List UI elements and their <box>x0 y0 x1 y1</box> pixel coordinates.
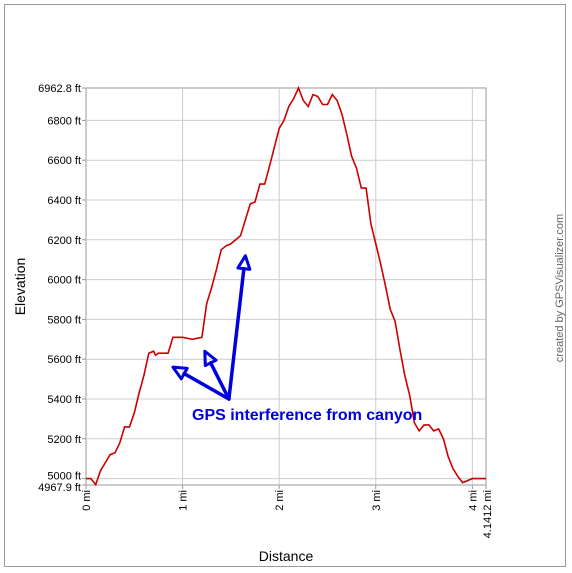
y-tick-label: 4967.9 ft <box>38 482 81 494</box>
y-tick-label: 5000 ft <box>47 471 81 483</box>
y-tick-label: 6200 ft <box>47 235 81 247</box>
y-tick-label: 5200 ft <box>47 434 81 446</box>
x-axis-title: Distance <box>259 548 314 564</box>
y-tick-label: 6800 ft <box>47 115 81 127</box>
y-tick-label: 6000 ft <box>47 275 81 287</box>
grid-lines <box>82 87 487 489</box>
y-axis-title: Elevation <box>12 258 28 316</box>
y-tick-label: 6400 ft <box>47 195 81 207</box>
x-tick-labels: 0 mi 1 mi 2 mi 3 mi 4 mi 4.1412 mi <box>81 490 494 538</box>
annotation-arrow <box>208 361 231 401</box>
annotation-arrowhead <box>236 254 252 271</box>
y-tick-label: 5400 ft <box>47 394 81 406</box>
x-tick-label: 4 mi <box>467 490 479 511</box>
elevation-series-line <box>86 85 486 487</box>
annotation-arrows <box>171 254 252 401</box>
x-tick-label: 4.1412 mi <box>482 490 494 538</box>
y-tick-label: 5600 ft <box>47 354 81 366</box>
y-tick-label: 6962.8 ft <box>38 83 81 95</box>
plot-area <box>85 87 487 486</box>
x-tick-label: 1 mi <box>178 490 190 511</box>
annotation-arrow <box>227 266 246 401</box>
x-tick-label: 3 mi <box>371 490 383 511</box>
annotation-text: GPS interference from canyon <box>192 407 422 424</box>
x-tick-label: 2 mi <box>274 490 286 511</box>
x-tick-label: 0 mi <box>81 490 93 511</box>
annotation-arrow <box>182 371 231 401</box>
y-tick-label: 6600 ft <box>47 155 81 167</box>
annotation-arrowhead <box>203 349 218 368</box>
y-tick-label: 5800 ft <box>47 314 81 326</box>
credit-text: created by GPSVisualizer.com <box>554 214 566 362</box>
annotation-arrowhead <box>171 365 189 381</box>
